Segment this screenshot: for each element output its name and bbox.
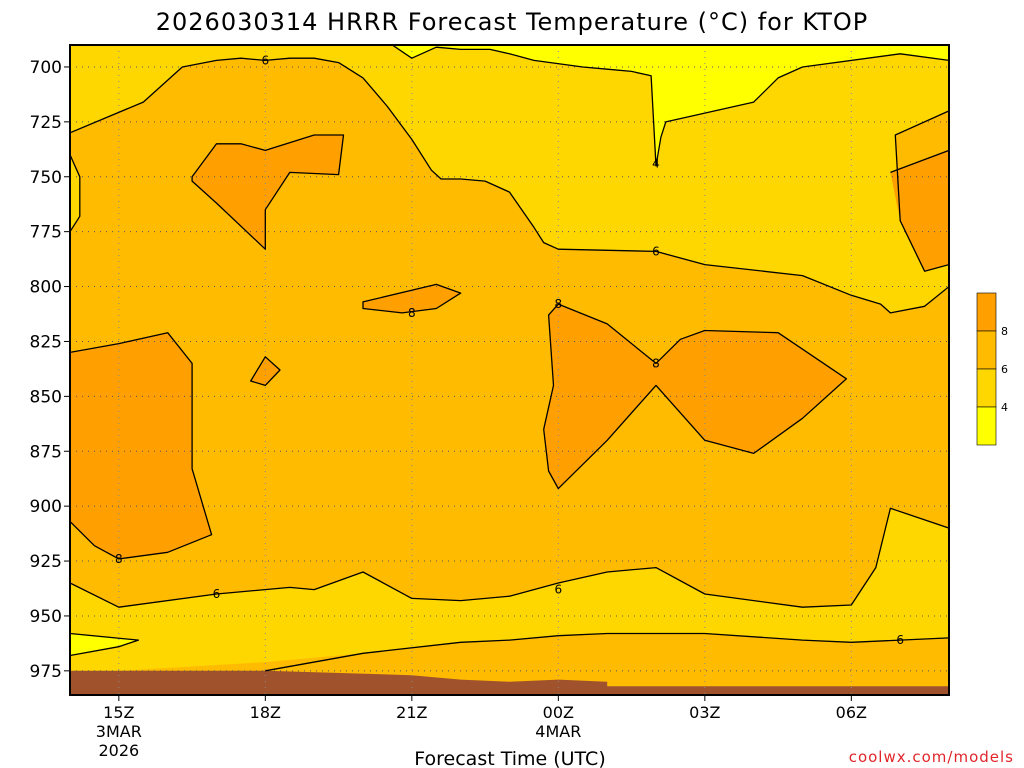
filled-regions xyxy=(70,45,949,695)
contour-line-6 xyxy=(70,507,949,608)
y-tick-label: 725 xyxy=(30,113,62,133)
region-4-6 xyxy=(70,154,80,232)
x-tick-label: 06Z xyxy=(836,703,867,722)
colorbar-band xyxy=(976,368,997,408)
contour-label: 4 xyxy=(652,157,660,171)
region-2-4 xyxy=(70,45,949,166)
colorbar-label: 8 xyxy=(1001,325,1008,338)
y-tick-label: 850 xyxy=(30,387,62,407)
region-8-10 xyxy=(192,135,344,250)
region-8-10 xyxy=(890,150,949,272)
x-tick-date: 3MAR xyxy=(96,722,142,741)
colorbar: 8 6 4 xyxy=(976,292,1008,446)
y-tick-label: 700 xyxy=(30,58,62,78)
contour-label: 6 xyxy=(262,53,270,67)
region-8-10 xyxy=(543,304,847,489)
contour-label: 6 xyxy=(896,633,904,647)
contour-line-6 xyxy=(265,632,949,672)
x-tick-label: 15Z xyxy=(103,703,134,722)
y-tick-label: 975 xyxy=(30,662,62,682)
y-tick-label: 875 xyxy=(30,442,62,462)
contour-line-8 xyxy=(543,303,848,490)
chart-title: 2026030314 HRRR Forecast Temperature (°C… xyxy=(156,8,869,36)
contour-label: 8 xyxy=(555,297,563,311)
x-tick-year: 2026 xyxy=(98,741,139,760)
contour-line-6 xyxy=(894,110,949,272)
y-tick-label: 775 xyxy=(30,223,62,243)
contour-label: 8 xyxy=(652,356,660,370)
x-tick-label: 03Z xyxy=(689,703,720,722)
contour-label: 6 xyxy=(555,583,563,597)
x-tick-label: 00Z xyxy=(543,703,574,722)
region-4-6 xyxy=(70,45,949,313)
region-8-10 xyxy=(363,284,461,313)
y-tick-label: 925 xyxy=(30,552,62,572)
x-tick-date: 4MAR xyxy=(535,722,581,741)
grid-lines xyxy=(70,45,949,695)
y-tick-label: 750 xyxy=(30,168,62,188)
region-8-10 xyxy=(70,332,212,559)
y-axis: 700 725 750 775 800 825 850 875 900 925 950 975 xyxy=(30,58,70,682)
y-tick-label: 825 xyxy=(30,332,62,352)
contour-labels: 6 4 6 8 8 8 8 6 6 6 xyxy=(115,53,904,647)
region-brown-ground xyxy=(70,670,949,695)
x-tick-label: 21Z xyxy=(396,703,427,722)
contour-line-8 xyxy=(362,283,462,314)
contour-line-4 xyxy=(391,45,949,167)
plot-frame xyxy=(69,44,950,696)
contour-line-6 xyxy=(70,632,140,657)
contour-line-6 xyxy=(70,154,81,233)
contour-label: 6 xyxy=(213,587,221,601)
x-axis-label: Forecast Time (UTC) xyxy=(414,748,605,768)
colorbar-label: 6 xyxy=(1001,363,1008,376)
contour-line-8 xyxy=(70,332,213,560)
y-tick-label: 950 xyxy=(30,607,62,627)
contour-line-6 xyxy=(70,57,949,314)
contour-line-8 xyxy=(250,356,281,387)
contour-line-8 xyxy=(890,149,949,174)
colorbar-band xyxy=(976,292,997,332)
contour-label: 6 xyxy=(652,244,660,258)
contour-line-8 xyxy=(191,134,345,250)
contour-label: 8 xyxy=(408,306,416,320)
colorbar-label: 4 xyxy=(1001,401,1008,414)
y-tick-label: 800 xyxy=(30,278,62,298)
y-tick-label: 900 xyxy=(30,497,62,517)
region-4-6 xyxy=(70,508,949,671)
contour-label: 8 xyxy=(115,552,123,566)
x-tick-label: 18Z xyxy=(250,703,281,722)
contour-lines xyxy=(70,45,949,672)
credit-text: coolwx.com/models xyxy=(849,748,1014,766)
colorbar-band xyxy=(976,406,997,446)
colorbar-band xyxy=(976,330,997,370)
